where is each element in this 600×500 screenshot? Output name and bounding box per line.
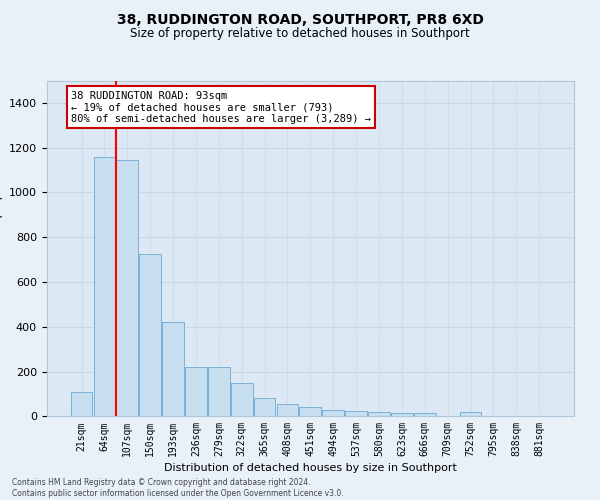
Bar xyxy=(94,156,115,416)
Bar xyxy=(185,367,207,416)
Text: 38, RUDDINGTON ROAD, SOUTHPORT, PR8 6XD: 38, RUDDINGTON ROAD, SOUTHPORT, PR8 6XD xyxy=(116,12,484,26)
Y-axis label: Number of detached properties: Number of detached properties xyxy=(0,160,4,336)
Bar xyxy=(322,410,344,416)
Bar xyxy=(254,398,275,416)
Bar xyxy=(71,392,92,416)
Bar xyxy=(460,412,481,416)
Bar xyxy=(162,322,184,416)
Bar xyxy=(414,414,436,416)
X-axis label: Distribution of detached houses by size in Southport: Distribution of detached houses by size … xyxy=(164,464,457,473)
Bar xyxy=(277,404,298,416)
Bar xyxy=(139,254,161,416)
Bar xyxy=(208,368,230,416)
Text: Contains HM Land Registry data © Crown copyright and database right 2024.
Contai: Contains HM Land Registry data © Crown c… xyxy=(12,478,344,498)
Bar xyxy=(391,413,413,416)
Bar xyxy=(116,160,138,416)
Bar xyxy=(299,408,321,416)
Bar xyxy=(368,412,390,416)
Bar xyxy=(231,382,253,416)
Text: 38 RUDDINGTON ROAD: 93sqm
← 19% of detached houses are smaller (793)
80% of semi: 38 RUDDINGTON ROAD: 93sqm ← 19% of detac… xyxy=(71,90,371,124)
Text: Size of property relative to detached houses in Southport: Size of property relative to detached ho… xyxy=(130,28,470,40)
Bar xyxy=(345,412,367,416)
